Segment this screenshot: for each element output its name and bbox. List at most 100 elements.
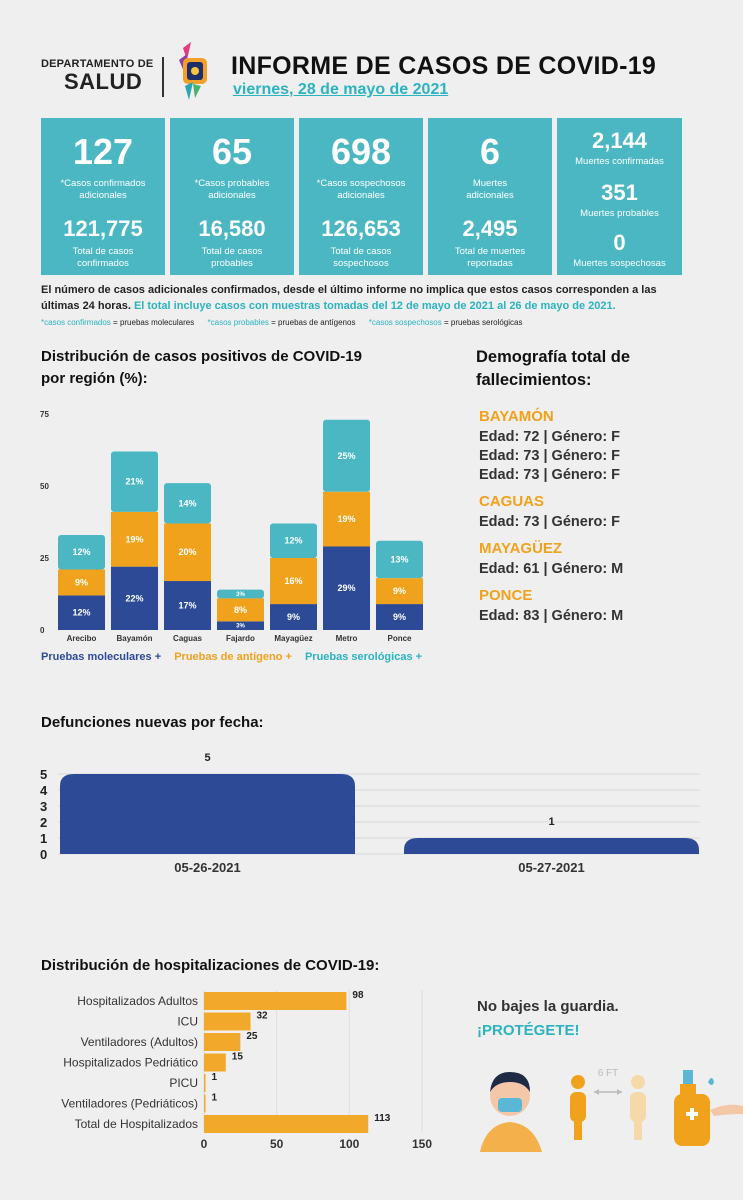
card-big-value: 6 bbox=[428, 132, 552, 172]
legend-probable-key: *casos probables bbox=[208, 318, 269, 327]
y-tick-label: 2 bbox=[40, 815, 47, 830]
card-big-label: *Casos probables adicionales bbox=[178, 178, 286, 202]
x-tick-label: 0 bbox=[201, 1137, 208, 1151]
case-type-legend: *casos confirmados = pruebas moleculares… bbox=[41, 318, 522, 327]
note-line2b: El total incluye casos con muestras toma… bbox=[134, 300, 616, 312]
data-label: 16% bbox=[284, 576, 302, 586]
demo-row: Edad: 72 | Género: F bbox=[479, 429, 719, 445]
region-chart-title-line1: Distribución de casos positivos de COVID… bbox=[41, 346, 362, 368]
card-deaths: 6 Muertes adicionales 2,495 Total de mue… bbox=[428, 118, 552, 275]
x-tick-label: Bayamón bbox=[116, 634, 152, 643]
x-tick-label: Mayagüez bbox=[274, 634, 312, 643]
demographics-title-line1: Demografía total de bbox=[476, 346, 630, 369]
x-tick-label: Arecibo bbox=[67, 634, 97, 643]
bar bbox=[60, 774, 355, 854]
y-tick-label: Ventiladores (Pedriáticos) bbox=[61, 1097, 198, 1111]
legend-molecular: Pruebas moleculares + bbox=[41, 651, 161, 663]
y-tick-label: Total de Hospitalizados bbox=[75, 1117, 198, 1131]
demo-region: CAGUAS bbox=[479, 493, 719, 510]
data-label: 25 bbox=[246, 1031, 258, 1042]
pr-health-logo bbox=[173, 40, 213, 102]
region-stacked-bar-chart: 025507512%9%12%Arecibo22%19%21%Bayamón17… bbox=[30, 400, 440, 650]
data-label: 21% bbox=[125, 477, 143, 487]
card-confirmed: 127 *Casos confirmados adicionales 121,7… bbox=[41, 118, 165, 275]
y-tick-label: 5 bbox=[40, 767, 47, 782]
note-line2a: últimas 24 horas. bbox=[41, 300, 131, 312]
data-label: 19% bbox=[337, 514, 355, 524]
data-label: 9% bbox=[393, 612, 406, 622]
data-label: 9% bbox=[393, 586, 406, 596]
deaths-probable-value: 351 bbox=[557, 180, 682, 206]
x-tick-label: Caguas bbox=[173, 634, 202, 643]
distance-label: 6 FT bbox=[598, 1068, 619, 1079]
card-big-value: 127 bbox=[41, 132, 165, 172]
region-chart-title-line2: por región (%): bbox=[41, 368, 362, 390]
legend-confirmed-key: *casos confirmados bbox=[41, 318, 111, 327]
demo-row: Edad: 73 | Género: F bbox=[479, 467, 719, 483]
deaths-probable-label: Muertes probables bbox=[557, 208, 682, 220]
data-label: 12% bbox=[284, 536, 302, 546]
deaths-suspected-value: 0 bbox=[557, 230, 682, 256]
legend-suspected-value: = pruebas serológicas bbox=[444, 318, 523, 327]
bar bbox=[204, 1074, 206, 1092]
logo-divider bbox=[162, 57, 164, 97]
card-big-label: Muertes adicionales bbox=[456, 178, 524, 202]
dept-name-line2: SALUD bbox=[64, 69, 142, 95]
report-date: viernes, 28 de mayo de 2021 bbox=[233, 81, 448, 99]
y-tick-label: 3 bbox=[40, 799, 47, 814]
x-tick-label: 05-27-2021 bbox=[518, 860, 585, 875]
data-label: 9% bbox=[75, 577, 88, 587]
y-tick-label: Hospitalizados Adultos bbox=[77, 994, 198, 1008]
hand-sanitizer-icon bbox=[674, 1070, 743, 1146]
data-label: 25% bbox=[337, 451, 355, 461]
data-label: 98 bbox=[352, 990, 364, 1001]
card-big-label: *Casos sospechosos adicionales bbox=[307, 178, 415, 202]
demo-region: BAYAMÓN bbox=[479, 408, 719, 425]
data-label: 12% bbox=[72, 608, 90, 618]
demo-row: Edad: 73 | Género: F bbox=[479, 514, 719, 530]
card-big-value: 65 bbox=[170, 132, 294, 172]
data-label: 5 bbox=[204, 752, 210, 764]
slogan-line1: No bajes la guardia. bbox=[477, 998, 619, 1015]
data-label: 32 bbox=[257, 1011, 269, 1022]
prevention-illustration: 6 FT bbox=[478, 1062, 743, 1152]
y-tick-label: PICU bbox=[169, 1076, 198, 1090]
y-tick-label: Hospitalizados Pedriático bbox=[63, 1056, 198, 1070]
data-label: 19% bbox=[125, 534, 143, 544]
distancing-person-right-icon bbox=[630, 1075, 646, 1140]
y-tick-label: 4 bbox=[40, 783, 48, 798]
card-suspected: 698 *Casos sospechosos adicionales 126,6… bbox=[299, 118, 423, 275]
bar bbox=[204, 1095, 206, 1113]
x-tick-label: Ponce bbox=[387, 634, 412, 643]
card-total-label: Total de casos sospechosos bbox=[309, 246, 413, 270]
bar bbox=[204, 992, 346, 1010]
masked-person-icon bbox=[480, 1072, 542, 1152]
x-tick-label: 100 bbox=[339, 1137, 359, 1151]
hospitalization-bar-chart: 0 50 100 150Hospitalizados Adultos 98ICU 32Ve… bbox=[20, 985, 460, 1155]
card-probable: 65 *Casos probables adicionales 16,580 T… bbox=[170, 118, 294, 275]
data-label: 12% bbox=[72, 547, 90, 557]
data-label: 20% bbox=[178, 547, 196, 557]
y-tick-label: 75 bbox=[40, 410, 49, 419]
distancing-person-left-icon bbox=[570, 1075, 586, 1140]
y-tick-label: 25 bbox=[40, 554, 49, 563]
legend-suspected-key: *casos sospechosos bbox=[369, 318, 442, 327]
demo-row: Edad: 73 | Género: F bbox=[479, 448, 719, 464]
x-tick-label: 05-26-2021 bbox=[174, 860, 241, 875]
data-label: 8% bbox=[234, 605, 247, 615]
y-tick-label: 0 bbox=[40, 626, 45, 635]
region-chart-legend: Pruebas moleculares + Pruebas de antígen… bbox=[41, 651, 422, 663]
x-tick-label: 150 bbox=[412, 1137, 432, 1151]
bar bbox=[204, 1013, 251, 1031]
data-label: 29% bbox=[337, 583, 355, 593]
y-tick-label: 1 bbox=[40, 831, 47, 846]
demographics-title: Demografía total de fallecimientos: bbox=[476, 346, 630, 392]
card-total-label: Total de casos probables bbox=[180, 246, 284, 270]
card-total-value: 2,495 bbox=[428, 216, 552, 242]
card-total-label: Total de casos confirmados bbox=[51, 246, 155, 270]
report-note: El número de casos adicionales confirmad… bbox=[41, 282, 701, 314]
report-title: INFORME DE CASOS DE COVID-19 bbox=[231, 52, 656, 81]
demo-region: PONCE bbox=[479, 587, 719, 604]
data-label: 17% bbox=[178, 601, 196, 611]
